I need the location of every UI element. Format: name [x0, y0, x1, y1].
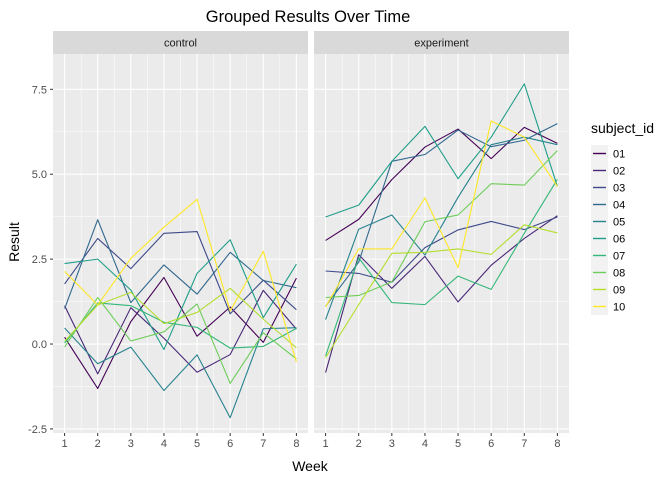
legend-title: subject_id: [591, 120, 654, 136]
legend-label: 08: [613, 268, 625, 280]
legend-item-10: 10: [591, 298, 625, 315]
y-axis-title: Result: [6, 222, 22, 262]
x-tick-label: 4: [422, 438, 428, 450]
series-line-control-03: [64, 231, 297, 315]
legend: subject_id 01 02 03 04 05 06 07 08 09 10: [591, 120, 654, 315]
series-line-experiment-08: [325, 150, 558, 299]
legend-label: 02: [613, 166, 625, 178]
series-line-experiment-03: [325, 216, 558, 283]
x-tick-label: 6: [488, 438, 494, 450]
series-line-control-10: [64, 198, 297, 363]
legend-label: 10: [613, 302, 625, 314]
strip-label-control: control: [164, 38, 197, 50]
x-tick-label: 1: [323, 438, 329, 450]
x-tick-label: 4: [161, 438, 167, 450]
series-line-control-01: [64, 276, 297, 390]
series-line-control-06: [64, 239, 297, 351]
x-tick-label: 7: [260, 438, 266, 450]
x-tick-label: 1: [62, 438, 68, 450]
legend-item-03: 03: [591, 179, 625, 196]
legend-label: 03: [613, 183, 625, 195]
x-tick-label: 6: [227, 438, 233, 450]
facet-panels: control 1 2 3 4 5 6 7 8 -2.5 0.0 2.5 5.0 7.5 experimen…: [28, 31, 569, 450]
chart-title: Grouped Results Over Time: [206, 8, 411, 26]
x-tick-label: 8: [293, 438, 299, 450]
panel-control: control 1 2 3 4 5 6 7 8 -2.5 0.0 2.5 5.0 7.5: [28, 31, 308, 450]
legend-label: 01: [613, 149, 625, 161]
x-tick-label: 2: [356, 438, 362, 450]
y-tick-label: 2.5: [32, 254, 47, 266]
legend-item-05: 05: [591, 213, 625, 230]
series-line-experiment-10: [325, 120, 558, 308]
x-tick-label: 2: [95, 438, 101, 450]
legend-label: 04: [613, 200, 625, 212]
legend-item-04: 04: [591, 196, 625, 213]
x-tick-label: 5: [194, 438, 200, 450]
legend-item-08: 08: [591, 264, 625, 281]
x-tick-label: 8: [554, 438, 560, 450]
legend-label: 07: [613, 251, 625, 263]
strip-label-experiment: experiment: [414, 38, 468, 50]
strip-experiment: [314, 31, 569, 54]
panel-experiment: experiment 1 2 3 4 5 6 7 8: [314, 31, 569, 450]
y-tick-label: 7.5: [32, 84, 47, 96]
legend-item-06: 06: [591, 230, 625, 247]
x-tick-label: 5: [455, 438, 461, 450]
series-line-experiment-06: [325, 83, 558, 218]
series-line-experiment-09: [325, 224, 558, 358]
series-line-control-02: [64, 289, 297, 375]
series-line-experiment-01: [325, 126, 558, 241]
series-line-experiment-05: [325, 136, 558, 320]
series-line-experiment-07: [325, 179, 558, 357]
x-axis-title: Week: [292, 458, 329, 474]
legend-item-09: 09: [591, 281, 625, 298]
x-tick-label: 7: [521, 438, 527, 450]
series-line-control-09: [64, 287, 297, 349]
series-line-experiment-04: [325, 123, 558, 307]
legend-label: 09: [613, 285, 625, 297]
x-tick-label: 3: [128, 438, 134, 450]
strip-control: [53, 31, 308, 54]
y-tick-label: -2.5: [28, 424, 47, 436]
legend-label: 06: [613, 234, 625, 246]
legend-label: 05: [613, 217, 625, 229]
y-tick-label: 0.0: [32, 339, 47, 351]
x-tick-label: 3: [389, 438, 395, 450]
legend-item-07: 07: [591, 247, 625, 264]
series-line-control-04: [64, 219, 297, 309]
series-line-control-05: [64, 327, 297, 419]
legend-item-02: 02: [591, 162, 625, 179]
legend-item-01: 01: [591, 145, 625, 162]
y-tick-label: 5.0: [32, 169, 47, 181]
